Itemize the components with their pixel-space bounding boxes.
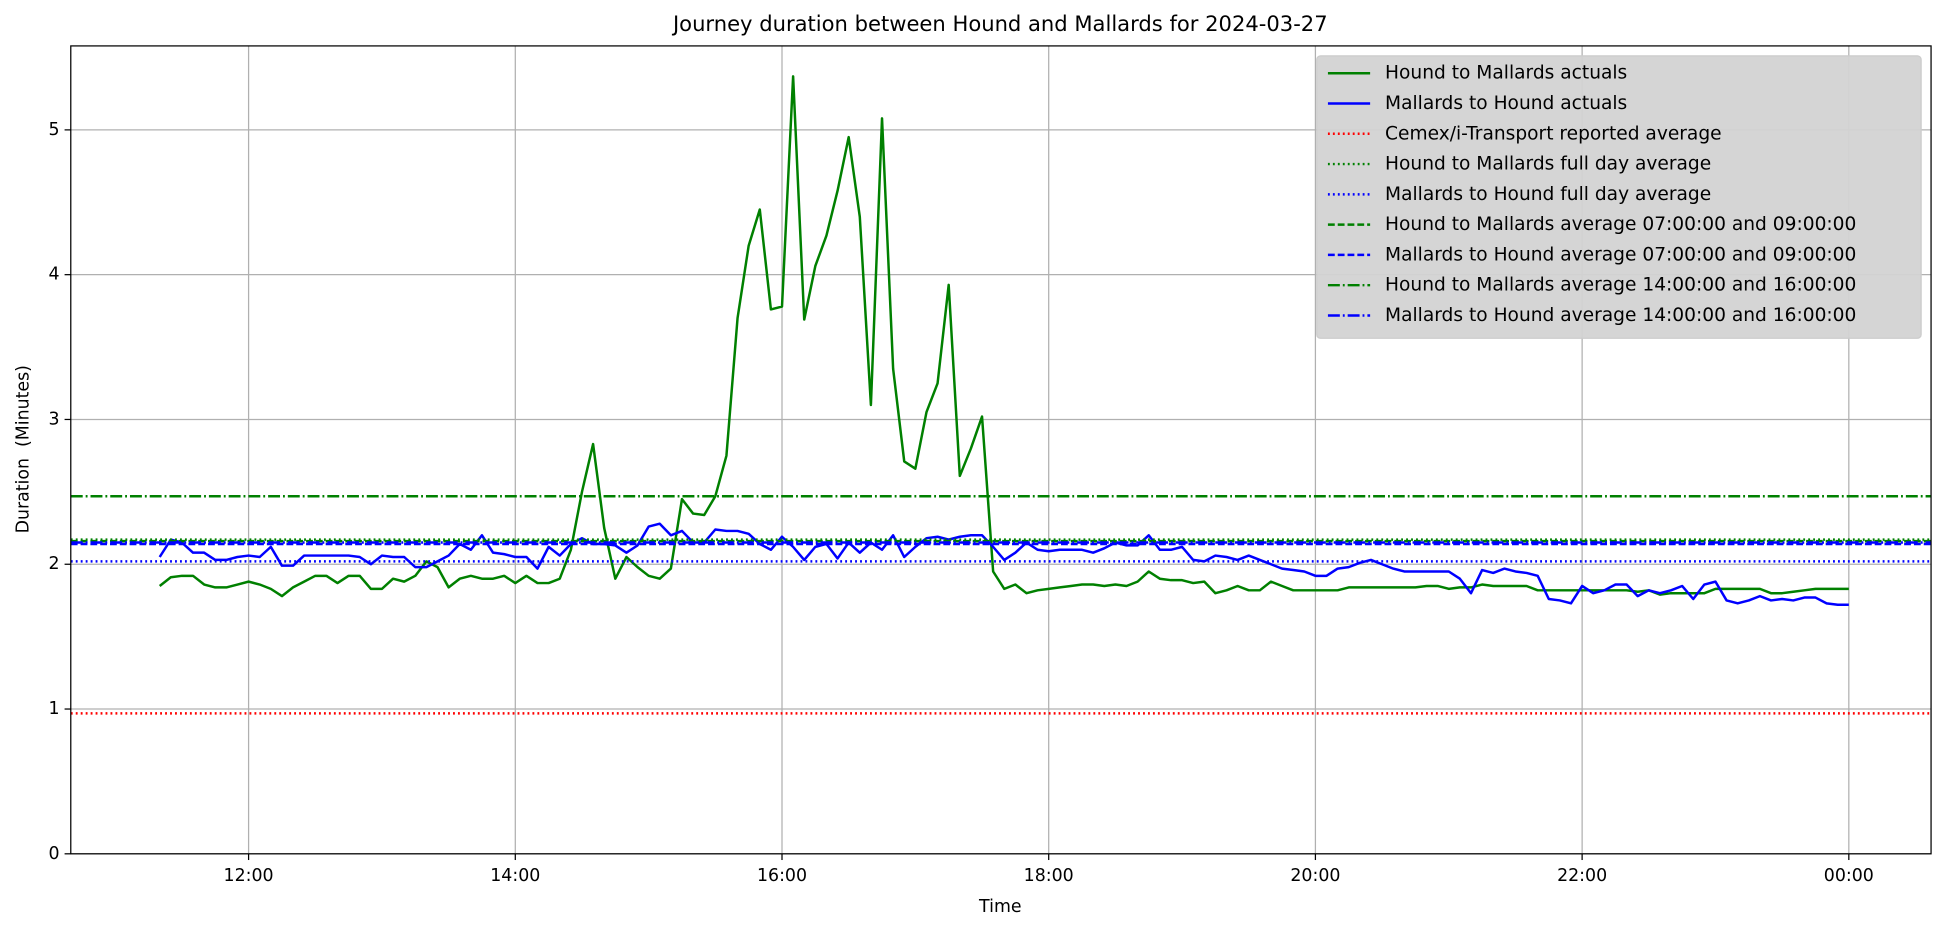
y-tick-label: 0 (49, 844, 60, 864)
legend: Hound to Mallards actuals Mallards to Hou… (1316, 55, 1922, 339)
legend-label: Hound to Mallards average 14:00:00 and 1… (1385, 275, 1856, 296)
legend-label: Hound to Mallards actuals (1385, 63, 1627, 84)
legend-label: Cemex/i-Transport reported average (1385, 123, 1722, 144)
x-tick-label: 22:00 (1557, 866, 1607, 886)
legend-box (1316, 55, 1922, 339)
y-tick-label: 3 (49, 409, 60, 429)
x-tick-label: 16:00 (757, 866, 807, 886)
x-tick-label: 18:00 (1024, 866, 1074, 886)
y-tick-label: 4 (49, 265, 60, 285)
x-tick-label: 14:00 (490, 866, 540, 886)
y-tick-label: 2 (49, 554, 60, 574)
chart-title: Journey duration between Hound and Malla… (671, 11, 1328, 36)
x-tick-label: 12:00 (224, 866, 274, 886)
y-axis-label: Duration (Minutes) (14, 365, 34, 533)
y-tick-label: 5 (49, 120, 60, 140)
x-tick-label: 00:00 (1824, 866, 1874, 886)
legend-label: Mallards to Hound full day average (1385, 184, 1711, 205)
y-tick-label: 1 (49, 699, 60, 719)
legend-label: Hound to Mallards average 07:00:00 and 0… (1385, 214, 1856, 235)
x-tick-label: 20:00 (1290, 866, 1340, 886)
legend-label: Mallards to Hound actuals (1385, 93, 1627, 114)
legend-label: Hound to Mallards full day average (1385, 154, 1711, 175)
legend-label: Mallards to Hound average 14:00:00 and 1… (1385, 305, 1856, 326)
x-axis-label: Time (978, 897, 1021, 917)
data-line (158, 522, 1849, 607)
data-line (158, 75, 1849, 598)
plot-frame (70, 45, 1932, 855)
legend-label: Mallards to Hound average 07:00:00 and 0… (1385, 244, 1856, 265)
